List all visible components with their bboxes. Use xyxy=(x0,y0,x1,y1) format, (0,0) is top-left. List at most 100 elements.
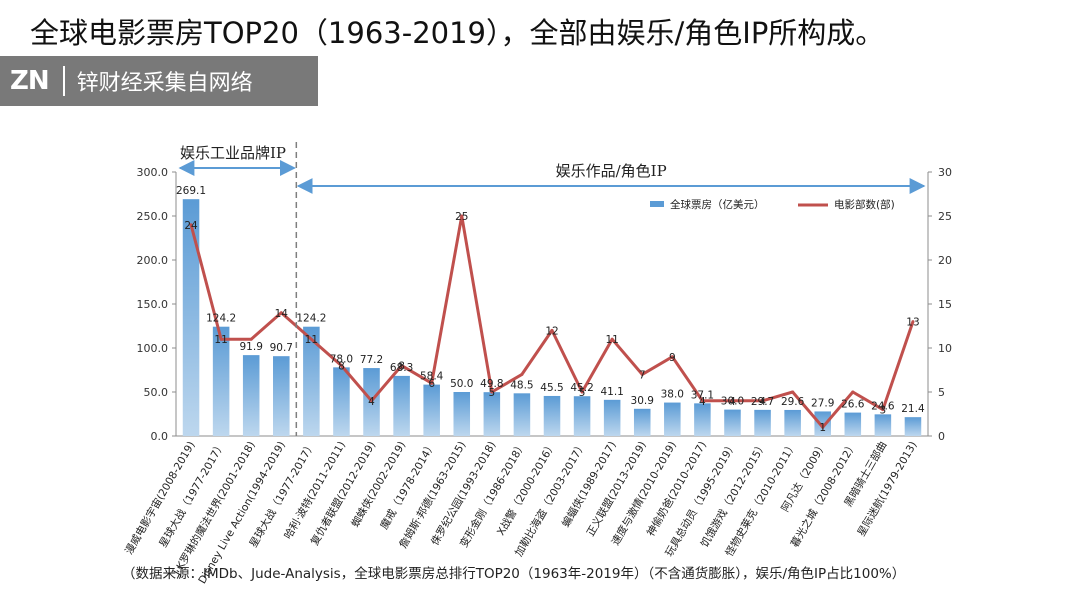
page-title: 全球电影票房TOP20（1963-2019），全部由娱乐/角色IP所构成。 xyxy=(30,16,885,50)
bar-value-label: 41.1 xyxy=(600,386,623,398)
bar xyxy=(453,392,471,436)
line-value-label: 25 xyxy=(455,211,468,223)
bar-value-label: 91.9 xyxy=(240,341,263,353)
bar-value-label: 124.2 xyxy=(296,313,326,325)
line-value-label: 1 xyxy=(819,422,826,434)
bar xyxy=(724,409,741,436)
bar-value-label: 49.8 xyxy=(480,378,503,390)
right-tick-label: 5 xyxy=(938,386,945,399)
legend-line-label: 电影部数(部) xyxy=(834,198,895,211)
line-value-label: 11 xyxy=(305,334,318,346)
chart-legend: 全球票房（亿美元） 电影部数(部) xyxy=(650,198,895,211)
bar xyxy=(543,395,561,436)
right-tick-label: 15 xyxy=(938,298,952,311)
line-point xyxy=(640,372,644,376)
line-value-label: 4 xyxy=(729,396,736,408)
logo-mark: ZN xyxy=(10,66,50,96)
legend-bar-swatch xyxy=(650,201,664,207)
line-point xyxy=(580,390,584,394)
bar xyxy=(784,409,801,436)
left-tick-label: 300.0 xyxy=(137,166,169,179)
bracket-label: 娱乐工业品牌IP xyxy=(180,144,286,162)
legend-bar-label: 全球票房（亿美元） xyxy=(670,198,765,211)
category-label: 蜘蛛侠(2002-2019) xyxy=(348,439,408,529)
line-series xyxy=(189,214,915,429)
line-value-label: 7 xyxy=(639,369,646,381)
bar xyxy=(814,411,831,436)
line-point xyxy=(490,390,494,394)
bar xyxy=(333,367,350,436)
line-point xyxy=(881,408,885,412)
line-point xyxy=(730,399,734,403)
bar xyxy=(874,414,892,436)
bar xyxy=(273,356,290,436)
line-value-label: 5 xyxy=(579,387,586,399)
bar xyxy=(633,408,651,436)
line-value-label: 11 xyxy=(605,334,618,346)
bar-value-label: 29.6 xyxy=(781,396,805,408)
right-tick-label: 30 xyxy=(938,166,952,179)
line-value-label: 9 xyxy=(669,352,676,364)
line-point xyxy=(279,311,283,315)
line-value-label: 4 xyxy=(759,396,766,408)
bar-value-label: 21.4 xyxy=(901,403,925,415)
bar xyxy=(483,392,501,436)
left-tick-label: 50.0 xyxy=(144,386,169,399)
line-point xyxy=(249,337,253,341)
right-tick-label: 0 xyxy=(938,430,945,443)
bar-value-label: 50.0 xyxy=(450,378,473,390)
line-point xyxy=(400,364,404,368)
line-point xyxy=(339,364,343,368)
left-tick-label: 150.0 xyxy=(137,298,169,311)
bar xyxy=(212,326,230,436)
category-label: 魔戒（1978-2014） xyxy=(377,439,438,531)
bracket-label: 娱乐作品/角色IP xyxy=(556,162,667,180)
left-tick-label: 250.0 xyxy=(137,210,169,223)
bar xyxy=(182,199,200,436)
bar-series xyxy=(182,199,922,436)
bar-value-label: 45.5 xyxy=(540,382,563,394)
line-value-label: 8 xyxy=(338,361,345,373)
bar-value-label: 27.9 xyxy=(811,397,834,409)
bar-value-label: 77.2 xyxy=(360,354,383,366)
line-point xyxy=(520,372,524,376)
line-value-label: 4 xyxy=(368,396,375,408)
left-tick-label: 100.0 xyxy=(137,342,169,355)
watermark-logo: ZN 锌财经采集自网络 xyxy=(0,56,318,106)
bar-value-label: 29.7 xyxy=(751,396,774,408)
line-point xyxy=(670,355,674,359)
line-point xyxy=(851,390,855,394)
line-point xyxy=(430,381,434,385)
logo-text: 锌财经采集自网络 xyxy=(76,71,253,96)
line-value-label: 3 xyxy=(880,405,887,417)
bar-value-label: 24.6 xyxy=(871,400,895,412)
bar xyxy=(303,326,320,436)
line-point xyxy=(610,337,614,341)
left-tick-label: 0.0 xyxy=(151,430,169,443)
bar xyxy=(694,403,711,436)
bar-value-label: 45.2 xyxy=(570,382,593,394)
source-note: （数据来源：IMDb、Jude-Analysis，全球电影票房总排行TOP20（… xyxy=(122,566,906,582)
bar-value-label: 124.2 xyxy=(206,313,236,325)
right-tick-label: 10 xyxy=(938,342,952,355)
line-point xyxy=(791,390,795,394)
bar-value-label: 37.1 xyxy=(691,389,714,401)
bar-value-label: 38.0 xyxy=(661,389,684,401)
line-value-label: 6 xyxy=(428,378,435,390)
bar xyxy=(573,396,591,436)
line-point xyxy=(761,399,765,403)
logo-divider xyxy=(62,66,65,96)
bar xyxy=(513,393,531,436)
bar-value-label: 90.7 xyxy=(270,342,293,354)
line-point xyxy=(460,214,464,218)
bar-value-label: 26.6 xyxy=(841,399,865,411)
line-point xyxy=(700,399,704,403)
bar-value-label: 58.4 xyxy=(420,371,444,383)
bar-value-label: 78.0 xyxy=(330,353,353,365)
right-tick-label: 20 xyxy=(938,254,952,267)
category-label: 蝙蝠侠(1989-2017) xyxy=(559,439,619,529)
line-value-label: 4 xyxy=(699,396,706,408)
line-value-label: 12 xyxy=(545,325,558,337)
bar xyxy=(423,384,440,436)
